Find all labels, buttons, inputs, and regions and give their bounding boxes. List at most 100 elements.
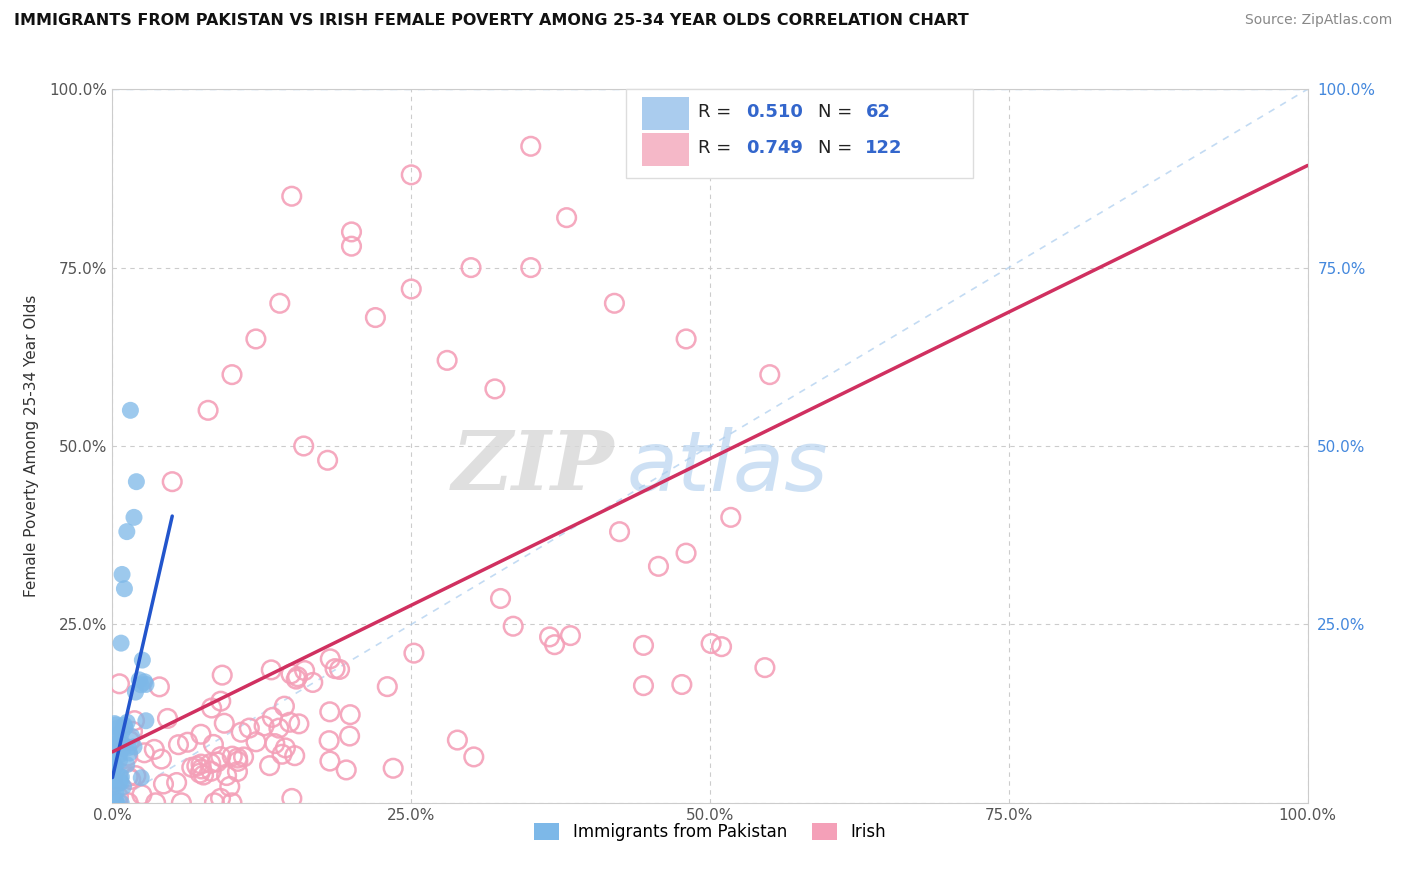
Point	[633, 679, 655, 693]
Point	[112, 718, 135, 732]
Point	[316, 453, 339, 467]
Point	[108, 754, 131, 768]
Point	[103, 796, 125, 810]
Point	[759, 368, 782, 382]
Point	[118, 746, 141, 760]
Point	[121, 730, 143, 744]
Point	[131, 788, 153, 802]
Point	[104, 716, 127, 731]
Point	[211, 668, 233, 682]
Point	[675, 546, 697, 560]
FancyBboxPatch shape	[627, 89, 973, 178]
Point	[489, 591, 512, 606]
Point	[323, 662, 346, 676]
Text: 0.749: 0.749	[747, 139, 803, 157]
Point	[176, 735, 198, 749]
Point	[129, 678, 152, 692]
Point	[221, 368, 243, 382]
Text: R =: R =	[699, 139, 737, 157]
Point	[180, 760, 202, 774]
Point	[108, 747, 131, 762]
Point	[294, 664, 316, 678]
Point	[292, 439, 315, 453]
Point	[436, 353, 458, 368]
Point	[125, 769, 148, 783]
Point	[401, 282, 423, 296]
Point	[274, 741, 297, 756]
Point	[117, 770, 139, 784]
Point	[135, 714, 157, 728]
Point	[633, 639, 655, 653]
Point	[167, 738, 190, 752]
Y-axis label: Female Poverty Among 25-34 Year Olds: Female Poverty Among 25-34 Year Olds	[24, 295, 38, 597]
Point	[105, 768, 128, 782]
Point	[520, 139, 543, 153]
Point	[281, 189, 304, 203]
Point	[110, 775, 132, 789]
Point	[560, 629, 582, 643]
Point	[555, 211, 578, 225]
Point	[382, 761, 405, 775]
Point	[104, 759, 127, 773]
Point	[319, 705, 342, 719]
Point	[226, 751, 249, 765]
Point	[107, 789, 129, 804]
Point	[190, 762, 212, 776]
Point	[754, 660, 776, 674]
Point	[104, 786, 127, 800]
Point	[121, 724, 143, 739]
Point	[278, 715, 301, 730]
Point	[319, 652, 342, 666]
Text: N =: N =	[818, 103, 858, 121]
Point	[200, 764, 222, 779]
Point	[238, 721, 260, 735]
FancyBboxPatch shape	[643, 97, 689, 130]
Point	[103, 731, 125, 745]
Point	[720, 510, 742, 524]
Point	[329, 662, 352, 676]
Point	[484, 382, 506, 396]
Point	[218, 780, 240, 794]
Point	[114, 582, 135, 596]
Point	[209, 791, 232, 805]
Point	[273, 699, 295, 714]
Text: 62: 62	[866, 103, 890, 121]
Point	[364, 310, 387, 325]
Point	[143, 742, 166, 756]
Point	[401, 168, 423, 182]
Point	[226, 755, 249, 769]
Point	[120, 772, 142, 787]
Point	[190, 727, 212, 741]
Point	[120, 403, 142, 417]
Point	[108, 774, 131, 789]
Point	[502, 619, 524, 633]
Point	[107, 796, 129, 810]
Point	[162, 475, 183, 489]
Point	[101, 796, 124, 810]
Point	[221, 749, 243, 764]
Text: N =: N =	[818, 139, 858, 157]
Point	[700, 636, 723, 650]
Text: 122: 122	[866, 139, 903, 157]
FancyBboxPatch shape	[643, 133, 689, 166]
Point	[110, 725, 132, 739]
Point	[115, 524, 138, 539]
Point	[101, 776, 124, 790]
Point	[603, 296, 626, 310]
Point	[446, 733, 468, 747]
Point	[202, 796, 225, 810]
Point	[186, 759, 208, 773]
Point	[103, 772, 125, 787]
Point	[122, 739, 145, 754]
Point	[285, 672, 308, 686]
Point	[340, 239, 363, 253]
Point	[200, 756, 222, 771]
Point	[131, 653, 153, 667]
Point	[259, 758, 281, 772]
Point	[232, 750, 254, 764]
Point	[152, 777, 174, 791]
Point	[375, 680, 398, 694]
Text: atlas: atlas	[627, 427, 828, 508]
Point	[148, 680, 170, 694]
Text: 0.510: 0.510	[747, 103, 803, 121]
